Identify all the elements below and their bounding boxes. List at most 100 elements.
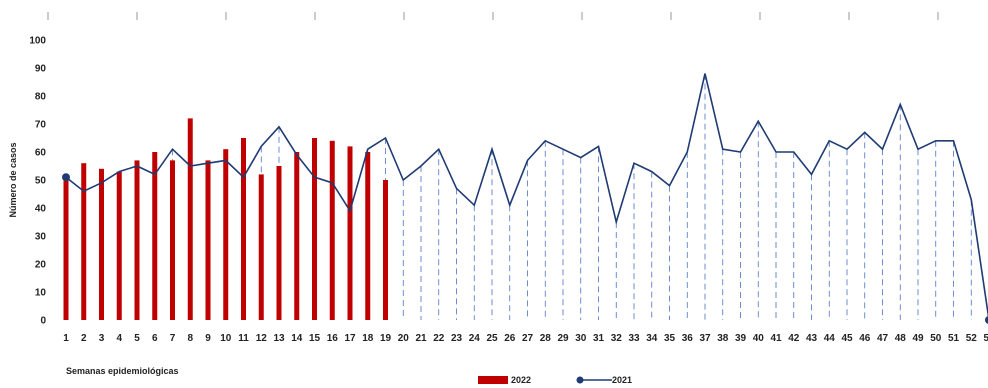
x-tick-label: 23 [451, 333, 463, 344]
x-tick-label: 46 [859, 333, 871, 344]
bar-2022 [116, 171, 122, 320]
x-tick-label: 5 [134, 333, 140, 344]
x-tick-label: 53 [983, 333, 988, 344]
y-axis-title: Número de casos [8, 142, 18, 217]
x-tick-label: 31 [593, 333, 605, 344]
x-tick-label: 52 [966, 333, 978, 344]
x-tick-label: 17 [344, 333, 356, 344]
x-tick-label: 16 [327, 333, 339, 344]
y-tick-label: 20 [35, 260, 47, 271]
y-tick-label: 80 [35, 92, 47, 103]
bar-2022 [134, 160, 140, 320]
bars-2022 [63, 118, 388, 321]
x-tick-label: 10 [220, 333, 232, 344]
x-tick-label: 4 [116, 333, 122, 344]
y-tick-label: 70 [35, 120, 47, 131]
x-tick-label: 41 [770, 333, 782, 344]
y-tick-label: 40 [35, 204, 47, 215]
x-tick-label: 27 [522, 333, 534, 344]
x-tick-label: 26 [504, 333, 516, 344]
line-2021 [65, 73, 988, 319]
x-tick-label: 40 [753, 333, 765, 344]
y-tick-label: 60 [35, 148, 47, 159]
x-tick-label: 28 [540, 333, 552, 344]
x-tick-label: 12 [256, 333, 268, 344]
x-tick-label: 32 [611, 333, 623, 344]
bar-2022 [383, 180, 388, 320]
x-tick-label: 29 [557, 333, 569, 344]
x-tick-label: 11 [238, 333, 249, 344]
bar-2022 [241, 138, 246, 320]
line-2021-points [62, 173, 988, 324]
bar-2022 [99, 168, 104, 320]
x-tick-label: 8 [187, 333, 193, 344]
bar-2022 [187, 118, 193, 321]
x-tick-label: 2 [81, 333, 87, 344]
x-tick-label: 34 [646, 333, 658, 344]
x-tick-label: 39 [735, 333, 747, 344]
legend-swatch-2022 [478, 376, 508, 384]
x-axis-ticks: 1 2 3 4 5 6 7 8 9 10 11 12 13 14 15 16 17 18 19 20 21 22 23 24 2… [63, 333, 988, 344]
legend-label-2022: 2022 [511, 375, 531, 385]
x-tick-label: 6 [152, 333, 158, 344]
x-tick-label: 47 [877, 333, 889, 344]
bar-2022 [329, 140, 335, 320]
x-tick-label: 13 [273, 333, 285, 344]
bar-2022 [365, 152, 371, 320]
x-tick-label: 38 [717, 333, 729, 344]
x-tick-label: 25 [486, 333, 498, 344]
line-2021-point [62, 173, 70, 182]
bar-2022 [81, 163, 87, 320]
bar-2022 [63, 174, 69, 320]
x-tick-label: 9 [205, 333, 211, 344]
bar-2022 [258, 174, 264, 320]
bar-2022 [347, 146, 353, 320]
x-tick-label: 15 [309, 333, 321, 344]
bar-2022 [276, 166, 282, 320]
bar-2022 [223, 149, 229, 320]
x-tick-label: 21 [415, 333, 427, 344]
x-tick-label: 50 [930, 333, 942, 344]
bar-2022 [205, 160, 211, 320]
x-axis-title: Semanas epidemiológicas [66, 366, 179, 376]
x-tick-label: 48 [895, 333, 907, 344]
x-tick-label: 51 [948, 333, 960, 344]
x-tick-label: 30 [575, 333, 587, 344]
x-tick-label: 18 [362, 333, 374, 344]
x-tick-label: 7 [170, 333, 176, 344]
bar-2022 [152, 152, 158, 320]
line-2021-point [985, 316, 988, 324]
y-tick-label: 100 [29, 36, 46, 47]
x-tick-label: 33 [628, 333, 640, 344]
y-tick-label: 90 [35, 64, 47, 75]
y-tick-label: 10 [35, 288, 47, 299]
x-tick-label: 43 [806, 333, 818, 344]
x-tick-label: 36 [682, 333, 694, 344]
x-tick-label: 24 [469, 333, 481, 344]
x-tick-label: 1 [63, 333, 69, 344]
x-tick-label: 22 [433, 333, 445, 344]
bar-2022 [312, 138, 317, 320]
x-tick-label: 35 [664, 333, 676, 344]
y-tick-label: 30 [35, 232, 47, 243]
x-tick-label: 20 [398, 333, 410, 344]
bar-2022 [170, 160, 175, 320]
bar-2022 [294, 152, 300, 320]
legend-label-2021: 2021 [612, 375, 632, 385]
y-axis-ticks: 0 10 20 30 40 50 60 70 80 90 100 [29, 36, 46, 327]
legend-swatch-2021-marker [576, 376, 584, 384]
x-tick-label: 49 [912, 333, 924, 344]
x-tick-label: 44 [824, 333, 836, 344]
x-tick-label: 45 [841, 333, 853, 344]
x-tick-label: 42 [788, 333, 800, 344]
drop-lines [65, 73, 972, 320]
x-tick-label: 14 [291, 333, 303, 344]
legend: 2022 2021 [478, 375, 632, 385]
x-tick-label: 19 [380, 333, 392, 344]
x-tick-label: 37 [699, 333, 711, 344]
x-tick-label: 3 [99, 333, 105, 344]
top-tick-marks [47, 12, 939, 20]
y-tick-label: 50 [35, 176, 47, 187]
y-tick-label: 0 [40, 316, 46, 327]
